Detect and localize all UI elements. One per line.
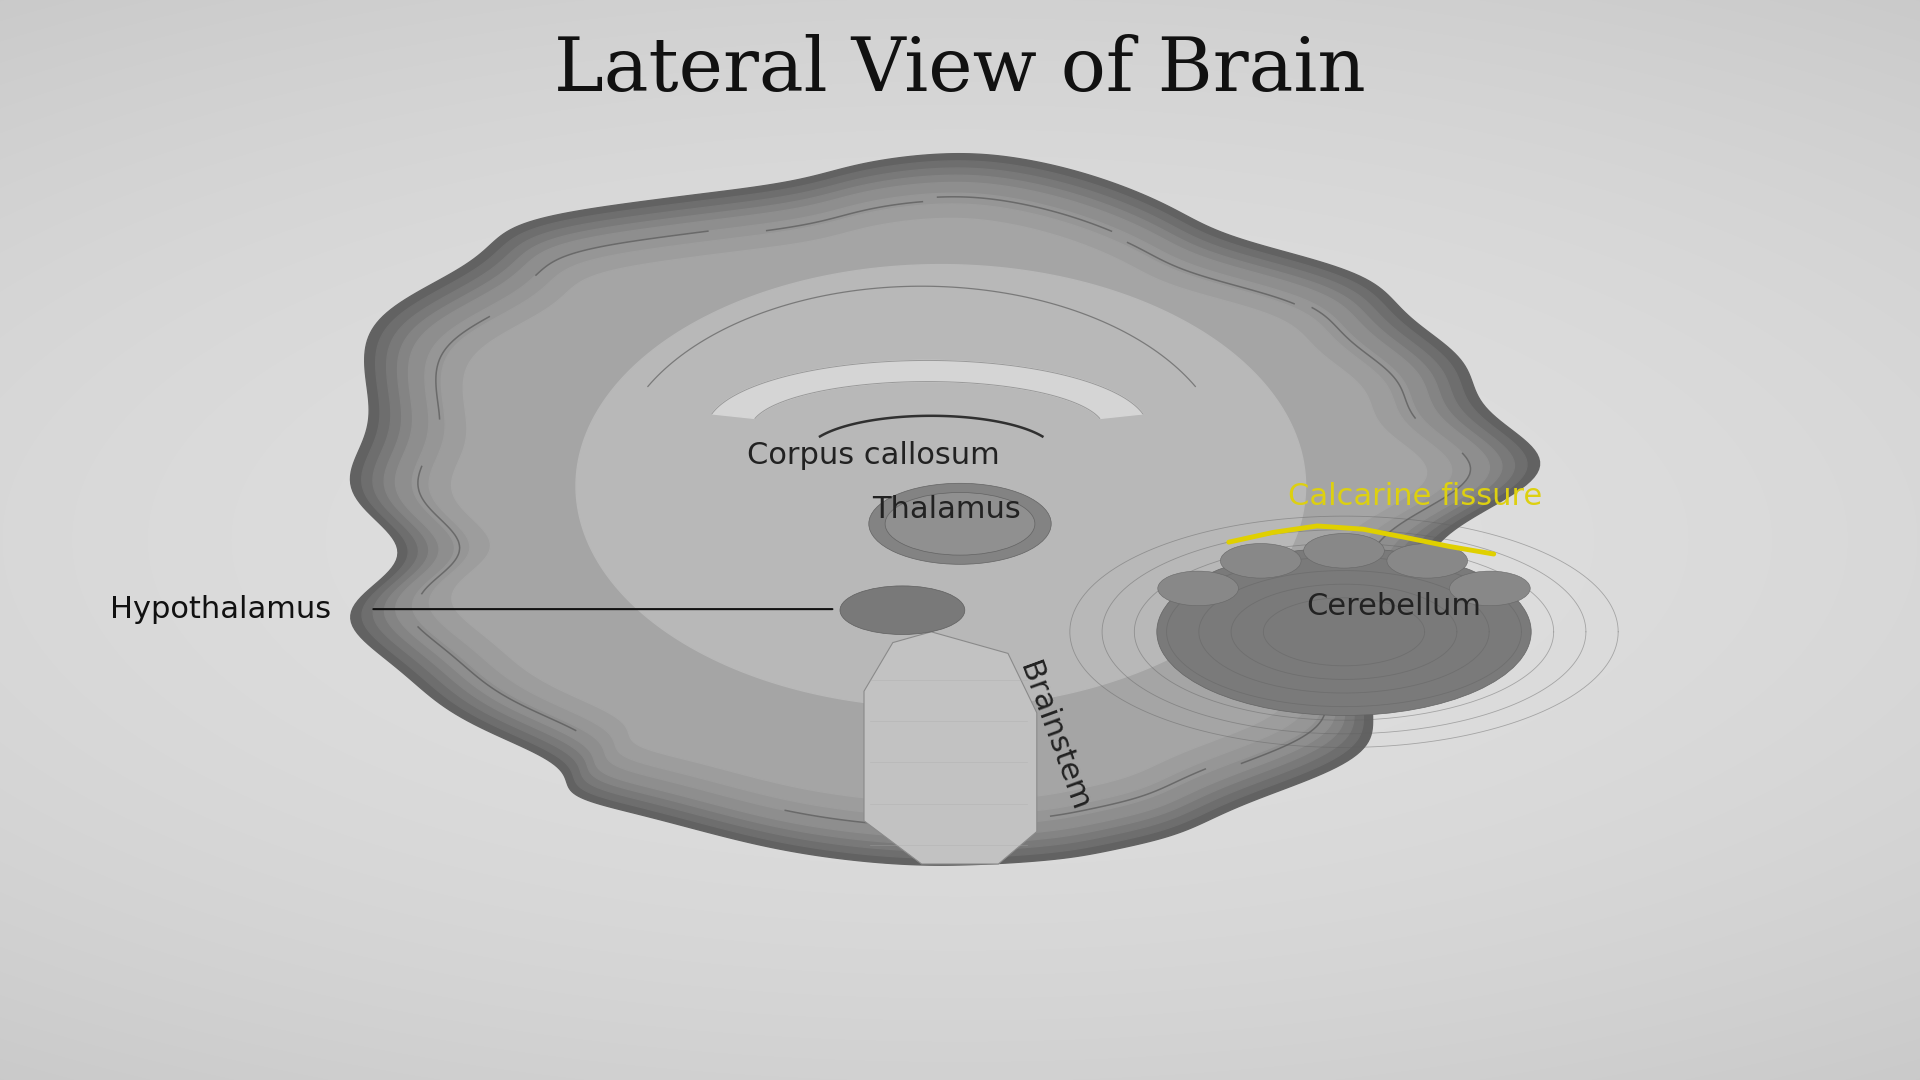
Polygon shape — [351, 153, 1540, 865]
Polygon shape — [413, 193, 1471, 826]
Ellipse shape — [1156, 548, 1532, 715]
Ellipse shape — [1386, 543, 1467, 578]
Polygon shape — [712, 361, 1142, 418]
Ellipse shape — [1158, 571, 1238, 606]
Text: Lateral View of Brain: Lateral View of Brain — [555, 33, 1365, 107]
Polygon shape — [396, 183, 1490, 837]
Ellipse shape — [841, 585, 964, 634]
Polygon shape — [428, 204, 1452, 815]
Text: Thalamus: Thalamus — [872, 496, 1021, 524]
Polygon shape — [451, 218, 1427, 801]
Ellipse shape — [868, 483, 1052, 564]
Polygon shape — [576, 265, 1306, 707]
Text: Brainstem: Brainstem — [1014, 658, 1094, 815]
Polygon shape — [864, 632, 1037, 864]
Text: Corpus callosum: Corpus callosum — [747, 442, 1000, 470]
Ellipse shape — [1221, 543, 1302, 578]
Ellipse shape — [1304, 534, 1384, 568]
Text: Cerebellum: Cerebellum — [1306, 593, 1482, 621]
Polygon shape — [372, 168, 1515, 851]
Ellipse shape — [1450, 571, 1530, 606]
Text: Hypothalamus: Hypothalamus — [109, 595, 332, 623]
Polygon shape — [384, 175, 1501, 845]
Text: Calcarine fissure: Calcarine fissure — [1288, 483, 1542, 511]
Ellipse shape — [885, 492, 1035, 555]
Polygon shape — [361, 161, 1526, 859]
